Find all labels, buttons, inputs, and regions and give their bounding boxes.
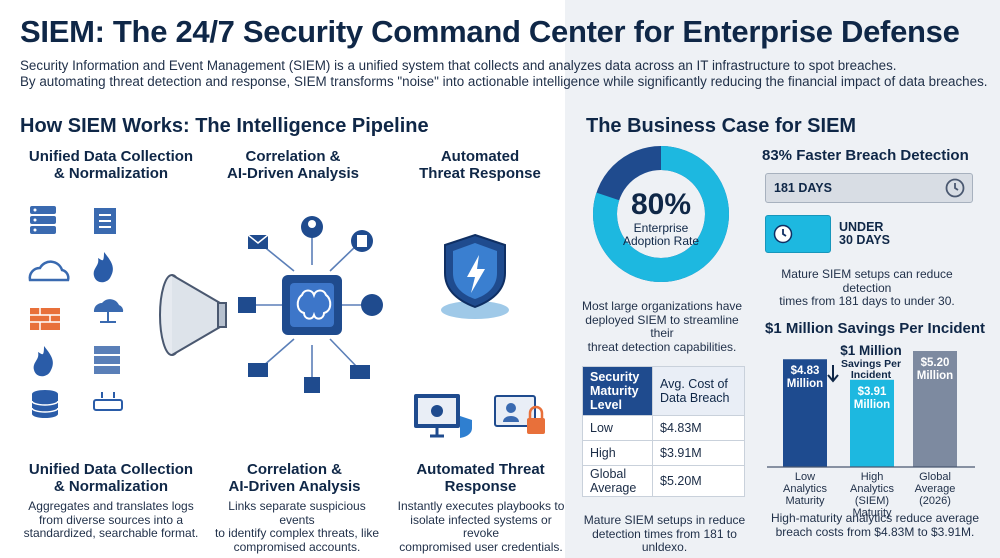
document-icon <box>94 208 116 234</box>
table-cell: Low <box>581 415 654 441</box>
server-rack-icon <box>94 346 120 374</box>
laptop-icon <box>248 363 268 377</box>
savings-chart <box>767 351 975 468</box>
table-cell: $5.20M <box>652 465 745 497</box>
table-caption: Mature SIEM setups in reduce detection t… <box>583 513 746 554</box>
bar-category-label: High Analytics (SIEM) Maturity <box>849 471 895 519</box>
chart-bar <box>783 359 827 467</box>
cost-table: Security Maturity Level Avg. Cost of Dat… <box>581 366 745 497</box>
lock-icon <box>304 377 320 393</box>
server-icon <box>30 206 56 234</box>
intro-text: Security Information and Event Managemen… <box>20 58 987 90</box>
adoption-label: Enterprise Adoption Rate <box>622 221 700 248</box>
savings-caption: High-maturity analytics reduce average b… <box>770 511 980 539</box>
table-header-cost: Avg. Cost of Data Breach <box>652 366 745 416</box>
database-icon <box>31 390 59 418</box>
adoption-donut <box>593 146 729 282</box>
table-cell: Global Average <box>581 465 654 497</box>
col3-top-heading: Automated Threat Response <box>419 148 541 182</box>
detection-heading: 83% Faster Breach Detection <box>762 147 969 164</box>
detection-after-label: UNDER 30 DAYS <box>839 220 890 247</box>
detection-after-bar <box>765 215 831 253</box>
bar-category-label: Global Average (2026) <box>914 471 956 507</box>
clock-icon <box>945 178 965 198</box>
table-cell: $4.83M <box>652 415 745 441</box>
intro-line-2: By automating threat detection and respo… <box>20 74 988 89</box>
firewall-icon <box>30 308 60 330</box>
ai-chip-icon <box>238 216 383 393</box>
bar-value-label: $3.91 Million <box>853 385 891 411</box>
intro-line-1: Security Information and Event Managemen… <box>20 58 897 73</box>
business-heading: The Business Case for SIEM <box>586 115 857 137</box>
col2-description: Links separate suspicious events to iden… <box>214 499 380 554</box>
timer-icon <box>773 224 793 244</box>
col3-description: Instantly executes playbooks to isolate … <box>397 499 565 554</box>
chart-bar <box>850 379 894 467</box>
down-arrow-icon <box>827 365 839 383</box>
col1-bottom-heading: Unified Data Collection & Normalization <box>28 461 194 495</box>
report-icon <box>238 297 256 313</box>
pipeline-heading: How SIEM Works: The Intelligence Pipelin… <box>20 115 429 137</box>
savings-callout-small: Savings Per Incident <box>840 358 902 381</box>
window-icon <box>350 365 370 379</box>
table-header-maturity: Security Maturity Level <box>581 366 654 416</box>
cloud-network-icon <box>93 299 124 323</box>
col2-top-heading: Correlation & AI-Driven Analysis <box>227 148 359 182</box>
savings-heading: $1 Million Savings Per Incident <box>765 320 986 337</box>
table-row: Global Average $5.20M <box>581 465 745 497</box>
col1-description: Aggregates and translates logs from dive… <box>23 499 199 540</box>
detection-before-bar: 181 DAYS <box>765 173 973 203</box>
table-cell: $3.91M <box>652 440 745 466</box>
fire-icon <box>93 252 113 283</box>
table-cell: High <box>581 440 654 466</box>
page-title: SIEM: The 24/7 Security Command Center f… <box>20 14 960 49</box>
col3-bottom-heading: Automated Threat Response <box>416 461 545 495</box>
monitor-bug-icon <box>414 394 472 438</box>
col2-bottom-heading: Correlation & AI-Driven Analysis <box>228 461 361 495</box>
bar-value-label: $5.20 Million <box>916 357 954 382</box>
cloud-icon <box>28 260 70 282</box>
col1-top-heading: Unified Data Collection & Normalization <box>28 148 194 182</box>
bar-category-label: Low Analytics Maturity <box>782 471 828 507</box>
flame-icon <box>33 346 53 377</box>
adoption-value: 80% <box>630 188 692 221</box>
shield-icon <box>441 233 509 319</box>
funnel-icon <box>159 274 227 356</box>
bar-value-label: $4.83 Million <box>786 365 824 391</box>
settings-icon <box>361 294 383 316</box>
chart-bar <box>913 351 957 467</box>
adoption-caption: Most large organizations have deployed S… <box>581 299 743 354</box>
router-icon <box>93 392 123 411</box>
user-lock-icon <box>494 395 545 434</box>
table-row: High $3.91M <box>581 440 745 466</box>
data-source-icons <box>28 206 124 418</box>
table-row: Low $4.83M <box>581 415 745 441</box>
detection-caption: Mature SIEM setups can reduce detection … <box>779 267 955 308</box>
detection-before-label: 181 DAYS <box>774 181 832 195</box>
cost-table-header: Security Maturity Level Avg. Cost of Dat… <box>581 366 745 416</box>
savings-callout-big: $1 Million <box>840 343 902 358</box>
